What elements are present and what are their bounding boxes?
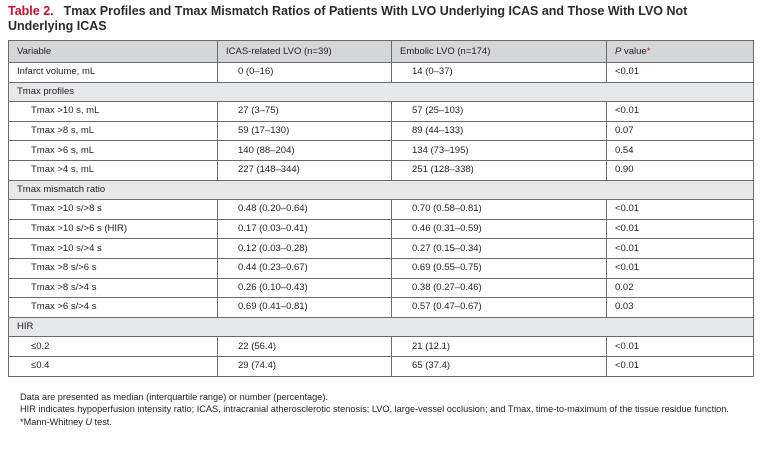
cell-variable: Tmax >8 s, mL (8, 120, 218, 142)
cell-icas: 0.48 (0.20–0.64) (217, 199, 392, 220)
cell-icas: 59 (17–130) (217, 120, 392, 142)
cell-embolic: 134 (73–195) (391, 140, 607, 161)
section-label: Tmax mismatch ratio (8, 179, 754, 201)
section-row: HIR (8, 316, 754, 338)
cell-p-value: <0.01 (606, 355, 754, 377)
cell-embolic: 14 (0–37) (391, 62, 607, 83)
p-footnote-mark: * (646, 45, 651, 57)
p-italic: P (615, 45, 622, 57)
table-row: Infarct volume, mL 0 (0–16) 14 (0–37) <0.01 (8, 62, 754, 83)
header-p-value: P value* (606, 40, 754, 63)
table-row: Tmax >10 s/>6 s (HIR) 0.17 (0.03–0.41) 0.4… (8, 218, 754, 240)
cell-icas: 0.26 (0.10–0.43) (217, 277, 392, 299)
cell-variable: Infarct volume, mL (8, 62, 218, 83)
cell-variable: Tmax >8 s/>4 s (8, 277, 218, 299)
section-row: Tmax mismatch ratio (8, 179, 754, 201)
cell-icas: 0.12 (0.03–0.28) (217, 238, 392, 259)
cell-variable: Tmax >10 s/>8 s (8, 199, 218, 220)
cell-embolic: 0.69 (0.55–0.75) (391, 257, 607, 279)
data-table: Variable ICAS-related LVO (n=39) Embolic… (8, 40, 754, 377)
cell-p-value: <0.01 (606, 62, 754, 83)
section-row: Tmax profiles (8, 81, 754, 103)
cell-variable: Tmax >10 s/>4 s (8, 238, 218, 259)
cell-embolic: 0.27 (0.15–0.34) (391, 238, 607, 259)
table-row: ≤0.4 29 (74.4) 65 (37.4) <0.01 (8, 355, 754, 377)
note-line-1: Data are presented as median (interquart… (20, 392, 328, 402)
table-row: Tmax >10 s/>4 s 0.12 (0.03–0.28) 0.27 (0.1… (8, 238, 754, 259)
cell-p-value: 0.02 (606, 277, 754, 299)
table-row: Tmax >8 s/>6 s 0.44 (0.23–0.67) 0.69 (0.55… (8, 257, 754, 279)
cell-variable: Tmax >10 s, mL (8, 101, 218, 122)
note-line-3: *Mann-Whitney U test. (20, 417, 760, 428)
cell-embolic: 65 (37.4) (391, 355, 607, 377)
table-row: Tmax >10 s, mL 27 (3–75) 57 (25–103) <0.01 (8, 101, 754, 122)
cell-icas: 29 (74.4) (217, 355, 392, 377)
header-embolic: Embolic LVO (n=174) (391, 40, 607, 63)
cell-p-value: <0.01 (606, 199, 754, 220)
table-row: Tmax >10 s/>8 s 0.48 (0.20–0.64) 0.70 (0.5… (8, 199, 754, 220)
table-label: Table 2. (8, 4, 54, 18)
cell-variable: Tmax >6 s/>4 s (8, 297, 218, 318)
header-row: Variable ICAS-related LVO (n=39) Embolic… (8, 40, 754, 63)
cell-p-value: <0.01 (606, 257, 754, 279)
cell-variable: ≤0.2 (8, 336, 218, 357)
cell-icas: 0.17 (0.03–0.41) (217, 218, 392, 240)
cell-icas: 0.44 (0.23–0.67) (217, 257, 392, 279)
cell-variable: Tmax >4 s, mL (8, 159, 218, 181)
table-row: Tmax >6 s/>4 s 0.69 (0.41–0.81) 0.57 (0.47… (8, 297, 754, 318)
cell-icas: 140 (88–204) (217, 140, 392, 161)
cell-p-value: <0.01 (606, 238, 754, 259)
table-caption: Tmax Profiles and Tmax Mismatch Ratios o… (8, 4, 688, 33)
note-3-prefix: *Mann-Whitney (20, 416, 86, 427)
cell-icas: 27 (3–75) (217, 101, 392, 122)
cell-icas: 0 (0–16) (217, 62, 392, 83)
cell-icas: 0.69 (0.41–0.81) (217, 297, 392, 318)
cell-variable: Tmax >10 s/>6 s (HIR) (8, 218, 218, 240)
cell-embolic: 21 (12.1) (391, 336, 607, 357)
table-title: Table 2. Tmax Profiles and Tmax Mismatch … (8, 4, 753, 34)
cell-embolic: 0.38 (0.27–0.46) (391, 277, 607, 299)
cell-variable: Tmax >8 s/>6 s (8, 257, 218, 279)
section-label: Tmax profiles (8, 81, 754, 103)
cell-p-value: 0.54 (606, 140, 754, 161)
cell-embolic: 0.46 (0.31–0.59) (391, 218, 607, 240)
cell-embolic: 0.70 (0.58–0.81) (391, 199, 607, 220)
table-row: ≤0.2 22 (56.4) 21 (12.1) <0.01 (8, 336, 754, 357)
cell-variable: ≤0.4 (8, 355, 218, 377)
cell-p-value: 0.03 (606, 297, 754, 318)
cell-variable: Tmax >6 s, mL (8, 140, 218, 161)
header-variable: Variable (8, 40, 218, 63)
table-row: Tmax >4 s, mL 227 (148–344) 251 (128–338) 0… (8, 159, 754, 181)
note-line-2: HIR indicates hypoperfusion intensity ra… (20, 404, 729, 415)
cell-embolic: 251 (128–338) (391, 159, 607, 181)
table-body: Infarct volume, mL 0 (0–16) 14 (0–37) <0.01… (8, 62, 754, 377)
cell-embolic: 89 (44–133) (391, 120, 607, 142)
table-row: Tmax >6 s, mL 140 (88–204) 134 (73–195) 0.5… (8, 140, 754, 161)
p-rest: value (621, 45, 647, 57)
cell-p-value: 0.07 (606, 120, 754, 142)
cell-p-value: 0.90 (606, 159, 754, 181)
cell-embolic: 0.57 (0.47–0.67) (391, 297, 607, 318)
cell-p-value: <0.01 (606, 336, 754, 357)
header-icas: ICAS-related LVO (n=39) (217, 40, 392, 63)
note-3-italic: U (85, 416, 92, 427)
table-row: Tmax >8 s/>4 s 0.26 (0.10–0.43) 0.38 (0.27… (8, 277, 754, 299)
section-label: HIR (8, 316, 754, 338)
cell-embolic: 57 (25–103) (391, 101, 607, 122)
table-row: Tmax >8 s, mL 59 (17–130) 89 (44–133) 0.07 (8, 120, 754, 142)
cell-icas: 22 (56.4) (217, 336, 392, 357)
table-notes: Data are presented as median (interquart… (20, 392, 760, 428)
note-3-suffix: test. (92, 416, 112, 427)
cell-icas: 227 (148–344) (217, 159, 392, 181)
cell-p-value: <0.01 (606, 218, 754, 240)
cell-p-value: <0.01 (606, 101, 754, 122)
